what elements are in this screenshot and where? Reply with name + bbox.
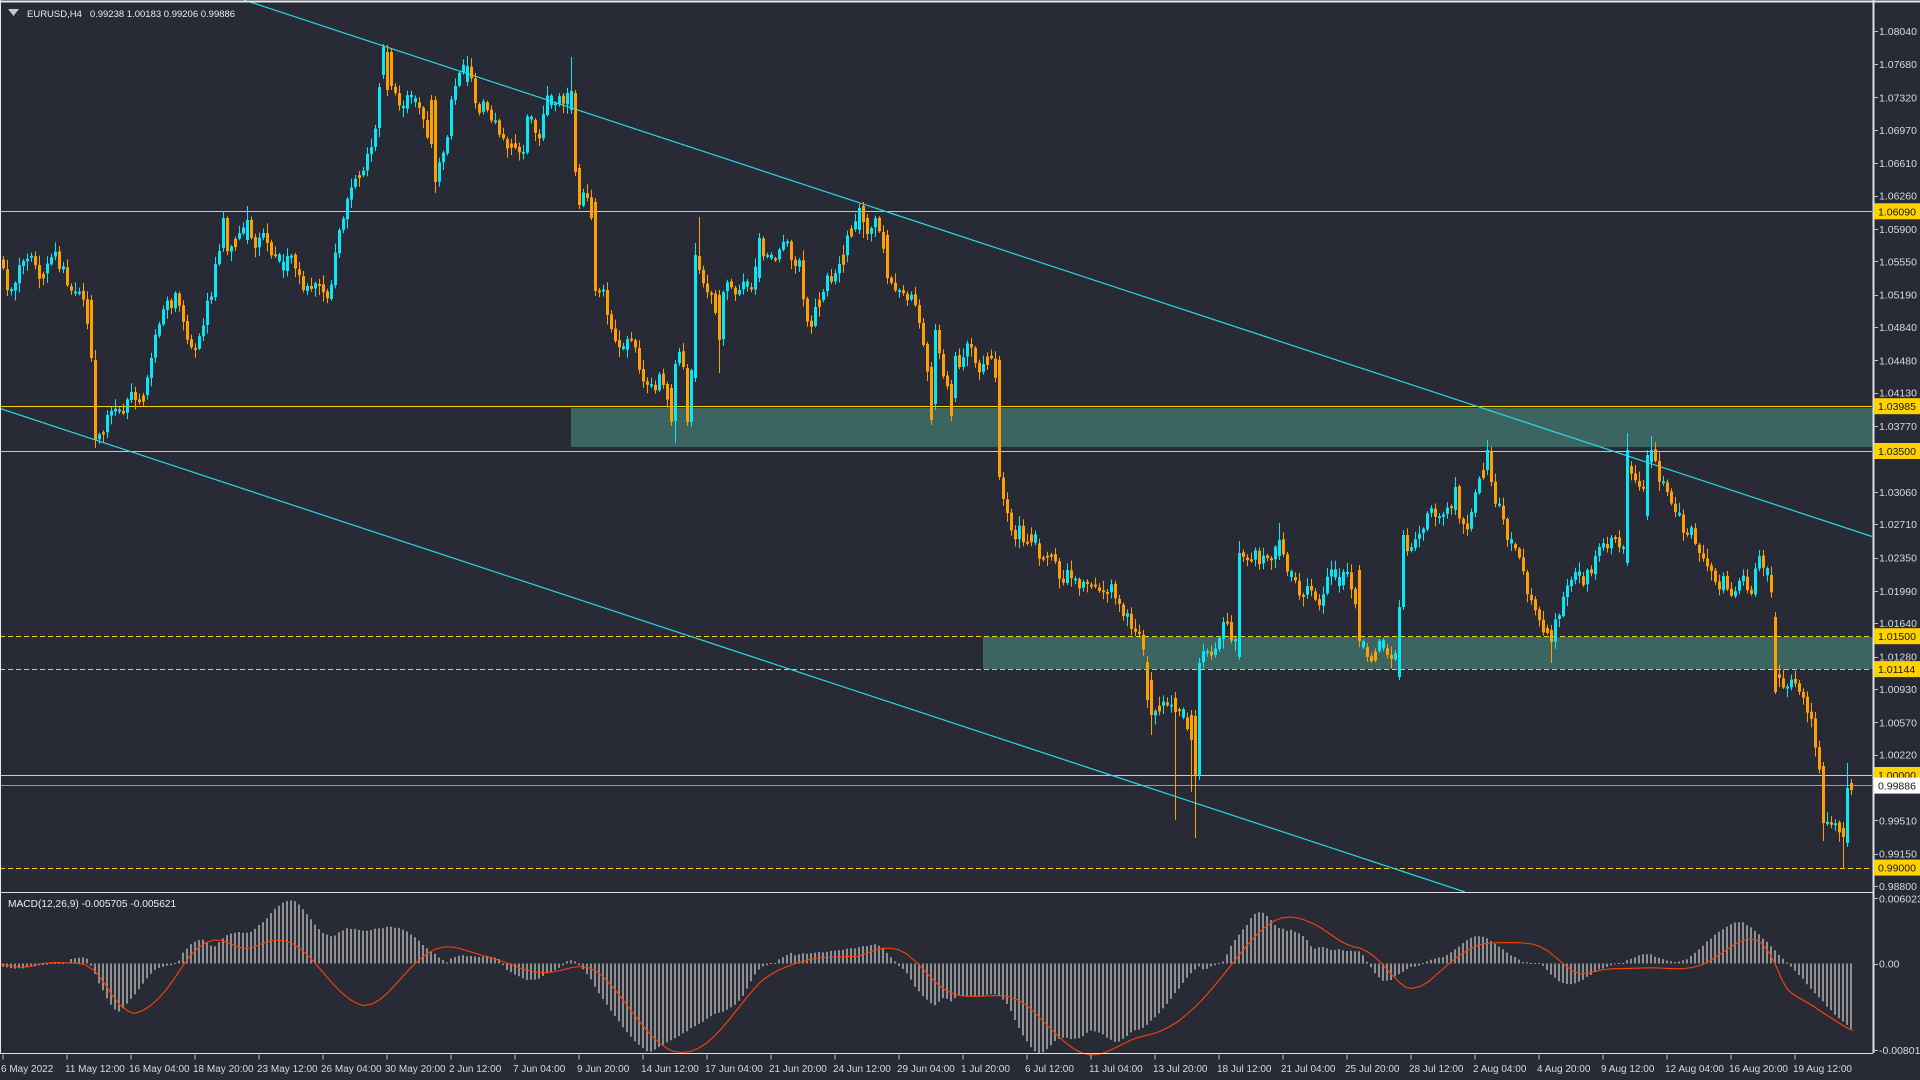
- svg-text:13 Jul 20:00: 13 Jul 20:00: [1153, 1064, 1208, 1075]
- svg-text:1.06610: 1.06610: [1879, 158, 1917, 170]
- svg-text:EURUSD,H4 0.99238 1.00183 0.: EURUSD,H4 0.99238 1.00183 0.99206 0.9988…: [27, 9, 235, 20]
- svg-text:14 Jun 12:00: 14 Jun 12:00: [641, 1064, 699, 1075]
- svg-text:1.08040: 1.08040: [1879, 26, 1917, 38]
- svg-text:21 Jun 20:00: 21 Jun 20:00: [769, 1064, 827, 1075]
- svg-text:1.00930: 1.00930: [1879, 684, 1917, 696]
- svg-text:0.99886: 0.99886: [1878, 781, 1916, 793]
- svg-text:26 May 04:00: 26 May 04:00: [321, 1064, 382, 1075]
- svg-text:24 Jun 12:00: 24 Jun 12:00: [833, 1064, 891, 1075]
- svg-text:4 Aug 20:00: 4 Aug 20:00: [1537, 1064, 1591, 1075]
- svg-text:1.03770: 1.03770: [1879, 421, 1917, 433]
- svg-text:1.00220: 1.00220: [1879, 750, 1917, 762]
- svg-text:0.006023: 0.006023: [1879, 894, 1920, 906]
- svg-text:0.99510: 0.99510: [1879, 815, 1917, 827]
- svg-text:25 Jul 20:00: 25 Jul 20:00: [1345, 1064, 1400, 1075]
- svg-text:1.02350: 1.02350: [1879, 553, 1917, 565]
- svg-text:0.99000: 0.99000: [1878, 863, 1916, 875]
- svg-text:7 Jun 04:00: 7 Jun 04:00: [513, 1064, 566, 1075]
- svg-text:1.00570: 1.00570: [1879, 717, 1917, 729]
- svg-text:12 Aug 04:00: 12 Aug 04:00: [1665, 1064, 1724, 1075]
- svg-text:1.04480: 1.04480: [1879, 355, 1917, 367]
- svg-text:1.03500: 1.03500: [1878, 446, 1916, 458]
- svg-text:1.04840: 1.04840: [1879, 322, 1917, 334]
- svg-text:1.05190: 1.05190: [1879, 290, 1917, 302]
- svg-text:1.03985: 1.03985: [1878, 401, 1916, 413]
- svg-text:1.06970: 1.06970: [1879, 125, 1917, 137]
- svg-text:17 Jun 04:00: 17 Jun 04:00: [705, 1064, 763, 1075]
- svg-text:19 Aug 12:00: 19 Aug 12:00: [1793, 1064, 1852, 1075]
- svg-text:28 Jul 12:00: 28 Jul 12:00: [1409, 1064, 1464, 1075]
- svg-text:2 Aug 04:00: 2 Aug 04:00: [1473, 1064, 1527, 1075]
- svg-text:2 Jun 12:00: 2 Jun 12:00: [449, 1064, 502, 1075]
- svg-text:9 Aug 12:00: 9 Aug 12:00: [1601, 1064, 1655, 1075]
- svg-text:9 Jun 20:00: 9 Jun 20:00: [577, 1064, 630, 1075]
- svg-text:0.99150: 0.99150: [1879, 849, 1917, 861]
- svg-text:1.06090: 1.06090: [1878, 206, 1916, 218]
- svg-text:MACD(12,26,9) -0.005705 -0.005: MACD(12,26,9) -0.005705 -0.005621: [8, 899, 177, 910]
- svg-text:11 Jul 04:00: 11 Jul 04:00: [1089, 1064, 1143, 1075]
- svg-text:18 May 20:00: 18 May 20:00: [193, 1064, 254, 1075]
- svg-text:1 Jul 20:00: 1 Jul 20:00: [961, 1064, 1010, 1075]
- svg-text:1.01500: 1.01500: [1878, 631, 1916, 643]
- svg-text:6 Jul 12:00: 6 Jul 12:00: [1025, 1064, 1074, 1075]
- svg-text:1.02710: 1.02710: [1879, 519, 1917, 531]
- svg-text:0.00: 0.00: [1879, 959, 1900, 971]
- svg-text:16 May 04:00: 16 May 04:00: [129, 1064, 190, 1075]
- svg-text:1.07680: 1.07680: [1879, 59, 1917, 71]
- svg-text:1.07320: 1.07320: [1879, 92, 1917, 104]
- svg-text:1.01144: 1.01144: [1878, 664, 1915, 676]
- svg-text:1.06260: 1.06260: [1879, 191, 1917, 203]
- svg-text:0.98800: 0.98800: [1879, 881, 1917, 893]
- svg-text:21 Jul 04:00: 21 Jul 04:00: [1281, 1064, 1336, 1075]
- svg-text:16 Aug 20:00: 16 Aug 20:00: [1729, 1064, 1788, 1075]
- svg-text:6 May 2022: 6 May 2022: [1, 1064, 54, 1075]
- svg-text:30 May 20:00: 30 May 20:00: [385, 1064, 446, 1075]
- svg-text:1.01640: 1.01640: [1879, 618, 1917, 630]
- svg-text:23 May 12:00: 23 May 12:00: [257, 1064, 318, 1075]
- svg-text:1.05900: 1.05900: [1879, 224, 1917, 236]
- svg-text:1.04130: 1.04130: [1879, 388, 1917, 400]
- svg-text:18 Jul 12:00: 18 Jul 12:00: [1217, 1064, 1272, 1075]
- svg-text:29 Jun 04:00: 29 Jun 04:00: [897, 1064, 955, 1075]
- svg-text:1.05550: 1.05550: [1879, 256, 1917, 268]
- svg-text:1.03060: 1.03060: [1879, 487, 1917, 499]
- svg-text:1.01280: 1.01280: [1879, 652, 1917, 664]
- svg-text:1.01990: 1.01990: [1879, 586, 1917, 598]
- svg-text:11 May 12:00: 11 May 12:00: [65, 1064, 125, 1075]
